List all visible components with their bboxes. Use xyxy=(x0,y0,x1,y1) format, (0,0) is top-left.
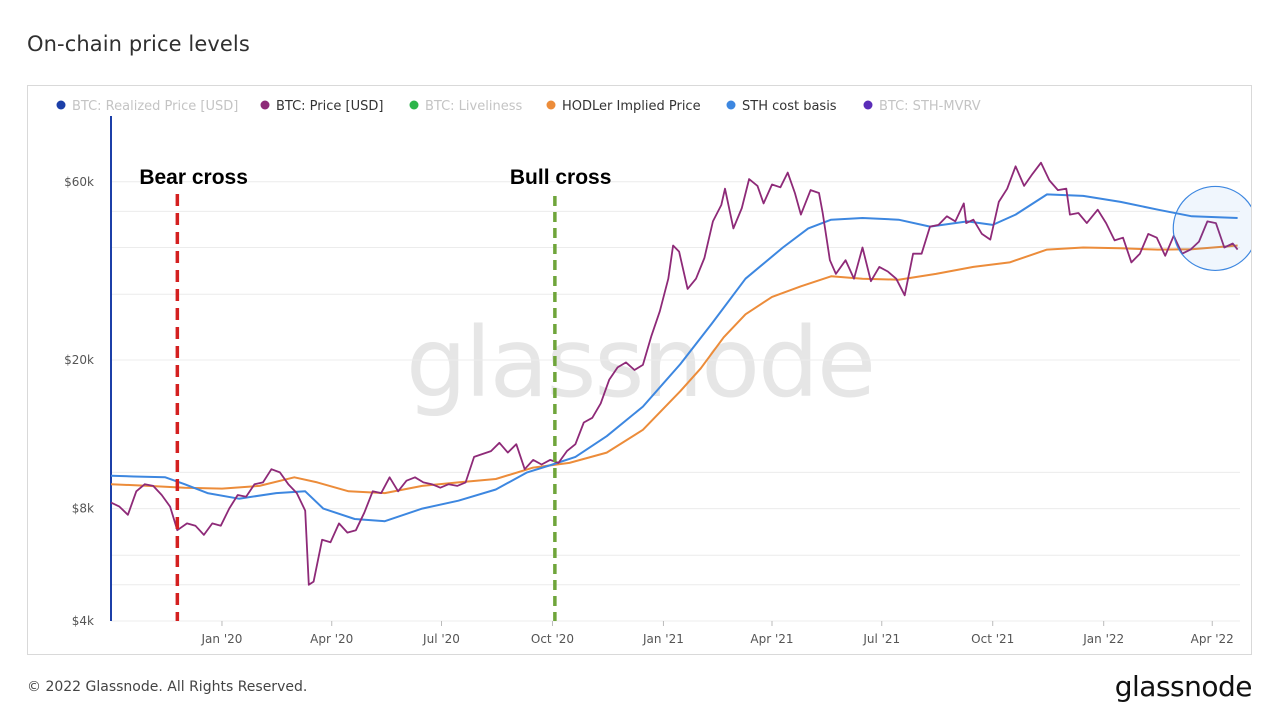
x-tick-label: Jan '22 xyxy=(1082,632,1124,646)
x-tick-label: Apr '21 xyxy=(750,632,793,646)
legend-marker xyxy=(726,100,736,110)
series-line-sth-cost-basis xyxy=(110,193,1238,523)
x-tick-label: Oct '20 xyxy=(531,632,574,646)
chart-frame: BTC: Realized Price [USD] BTC: Price [USD… xyxy=(27,85,1252,655)
watermark: glassnode xyxy=(406,307,874,419)
legend-marker xyxy=(546,100,556,110)
legend: BTC: Realized Price [USD] BTC: Price [USD… xyxy=(56,99,981,114)
bear-cross-label: Bear cross xyxy=(139,166,248,189)
y-tick-label: $8k xyxy=(72,502,94,516)
legend-label: BTC: STH-MVRV xyxy=(879,99,981,114)
watermark-group: glassnode xyxy=(406,307,876,419)
legend-marker xyxy=(56,100,66,110)
legend-item[interactable]: HODLer Implied Price xyxy=(546,99,701,114)
series-line-hodler-implied-price xyxy=(110,244,1238,495)
bull-cross-label: Bull cross xyxy=(510,166,612,189)
x-axis: Jan '20 Apr '20 Jul '20 Oct '20 Jan '21 Apr '… xyxy=(201,621,1234,646)
legend-item[interactable]: BTC: Liveliness xyxy=(409,99,523,114)
legend-item[interactable]: BTC: Realized Price [USD] xyxy=(56,99,239,114)
x-tick-label: Oct '21 xyxy=(971,632,1014,646)
legend-item[interactable]: BTC: STH-MVRV xyxy=(863,99,981,114)
legend-item[interactable]: STH cost basis xyxy=(726,99,837,114)
highlight-circle xyxy=(1172,185,1251,272)
series-line-btc-price-usd xyxy=(110,161,1239,586)
legend-label: BTC: Realized Price [USD] xyxy=(72,99,238,114)
y-axis: $4k $8k $20k $60k xyxy=(64,116,112,628)
legend-label: BTC: Price [USD] xyxy=(276,99,383,114)
brand-logo[interactable]: glassnode xyxy=(1114,670,1253,703)
legend-label: HODLer Implied Price xyxy=(562,99,701,114)
y-tick-label: $60k xyxy=(64,175,94,189)
x-tick-label: Apr '22 xyxy=(1191,632,1234,646)
x-tick-label: Jul '21 xyxy=(862,632,900,646)
y-tick-label: $20k xyxy=(64,353,94,367)
annotations: Bear cross Bull cross xyxy=(139,166,1251,621)
y-gridlines xyxy=(111,181,1240,622)
legend-marker xyxy=(409,100,419,110)
chart-svg: BTC: Realized Price [USD] BTC: Price [USD… xyxy=(56,99,1251,646)
x-tick-label: Jan '20 xyxy=(201,632,243,646)
legend-item[interactable]: BTC: Price [USD] xyxy=(260,99,384,114)
y-tick-label: $4k xyxy=(72,614,94,628)
x-tick-label: Apr '20 xyxy=(310,632,353,646)
legend-label: BTC: Liveliness xyxy=(425,99,522,114)
x-tick-label: Jan '21 xyxy=(642,632,684,646)
legend-label: STH cost basis xyxy=(742,99,837,114)
legend-marker xyxy=(260,100,270,110)
series-lines xyxy=(110,161,1239,586)
copyright-footer: © 2022 Glassnode. All Rights Reserved. xyxy=(27,679,308,695)
page-title: On-chain price levels xyxy=(27,32,250,56)
legend-marker xyxy=(863,100,873,110)
x-tick-label: Jul '20 xyxy=(422,632,460,646)
